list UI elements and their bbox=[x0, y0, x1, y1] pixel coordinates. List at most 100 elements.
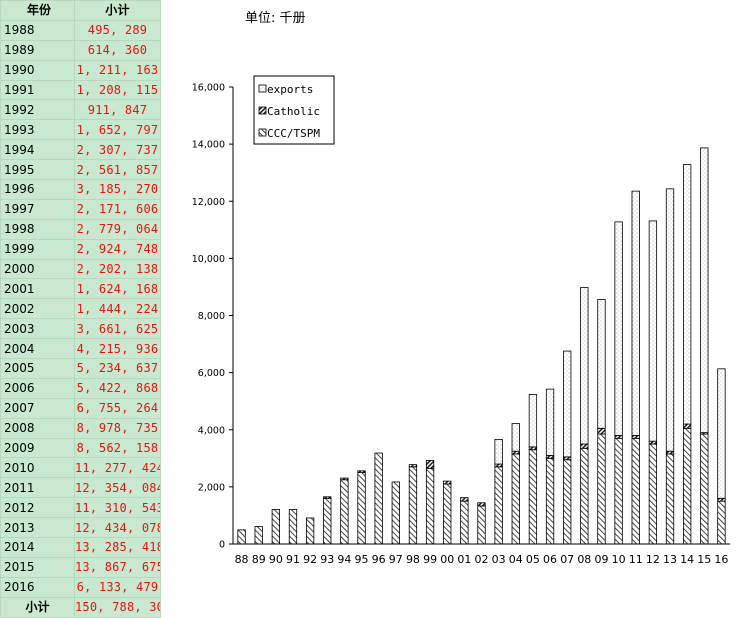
bars bbox=[237, 147, 726, 545]
year-cell: 1996 bbox=[0, 179, 75, 200]
table-row: 2011 12, 354, 084 bbox=[0, 477, 161, 499]
legend-label-catholic: Catholic bbox=[267, 105, 320, 118]
bar-catholic-95 bbox=[357, 470, 366, 473]
value-cell: 8, 562, 158 bbox=[74, 437, 161, 459]
bar-ccc-tspm-90 bbox=[271, 509, 280, 545]
bar-ccc-tspm-13 bbox=[665, 453, 675, 545]
table-row: 2010 11, 277, 424 bbox=[0, 457, 161, 479]
x-tick-label: 97 bbox=[389, 553, 403, 566]
table-row: 1994 2, 307, 737 bbox=[0, 139, 161, 161]
x-tick-label: 99 bbox=[423, 553, 437, 566]
year-cell: 2008 bbox=[0, 417, 75, 439]
table-row: 2009 8, 562, 158 bbox=[0, 437, 161, 459]
bar-catholic-12 bbox=[648, 440, 658, 445]
bar-catholic-13 bbox=[665, 450, 675, 455]
bar-ccc-tspm-15 bbox=[700, 433, 709, 545]
legend-label-exports: exports bbox=[267, 83, 313, 96]
x-tick-label: 05 bbox=[526, 553, 540, 566]
value-cell: 614, 360 bbox=[74, 39, 161, 61]
x-tick-label: 94 bbox=[337, 553, 351, 566]
bar-ccc-tspm-09 bbox=[597, 433, 606, 545]
y-tick-label: 10,000 bbox=[192, 254, 225, 265]
x-tick-label: 11 bbox=[629, 553, 643, 566]
value-cell: 2, 307, 737 bbox=[74, 139, 161, 161]
unit-label: 单位: 千册 bbox=[245, 11, 306, 26]
bar-catholic-93 bbox=[323, 496, 332, 499]
table-row: 2012 11, 310, 543 bbox=[0, 497, 161, 519]
table-row: 1991 1, 208, 115 bbox=[0, 79, 161, 101]
year-cell: 2014 bbox=[0, 537, 75, 558]
value-cell: 3, 661, 625 bbox=[74, 318, 161, 340]
table-row: 1995 2, 561, 857 bbox=[0, 159, 161, 181]
bar-catholic-00 bbox=[443, 480, 452, 485]
x-tick-label: 89 bbox=[252, 553, 266, 566]
value-cell: 2, 202, 138 bbox=[74, 258, 161, 280]
table-row: 2003 3, 661, 625 bbox=[0, 318, 161, 340]
table-row: 1998 2, 779, 064 bbox=[0, 218, 161, 240]
table-row: 2015 13, 867, 675 bbox=[0, 556, 161, 578]
year-cell: 2009 bbox=[0, 437, 75, 459]
value-cell: 11, 310, 543 bbox=[74, 497, 161, 519]
y-tick-label: 16,000 bbox=[192, 83, 225, 94]
table-row: 2014 13, 285, 418 bbox=[0, 537, 161, 558]
x-tick-label: 02 bbox=[475, 553, 489, 566]
value-cell: 495, 289 bbox=[74, 19, 161, 41]
bar-exports-06 bbox=[545, 388, 555, 456]
table-header: 年份 小计 bbox=[0, 0, 161, 21]
value-cell: 1, 624, 168 bbox=[74, 278, 161, 300]
x-tick-label: 13 bbox=[663, 553, 677, 566]
table-row: 1992 911, 847 bbox=[0, 99, 161, 121]
year-cell: 1988 bbox=[0, 19, 75, 41]
bar-catholic-01 bbox=[460, 497, 469, 502]
year-cell: 2005 bbox=[0, 358, 75, 379]
y-tick-label: 4,000 bbox=[198, 425, 225, 436]
value-cell: 1, 652, 797 bbox=[74, 119, 161, 141]
bar-ccc-tspm-99 bbox=[425, 467, 435, 545]
value-cell: 1, 444, 224 bbox=[74, 298, 161, 320]
x-tick-label: 08 bbox=[577, 553, 591, 566]
bar-exports-10 bbox=[614, 221, 623, 436]
bar-catholic-02 bbox=[477, 502, 486, 507]
bar-ccc-tspm-05 bbox=[528, 449, 538, 545]
legend: exports Catholic CCC/TSPM bbox=[253, 75, 335, 145]
x-tick-label: 12 bbox=[646, 553, 660, 566]
x-tick-label: 06 bbox=[543, 553, 557, 566]
bar-exports-12 bbox=[648, 220, 658, 442]
table-row: 1999 2, 924, 748 bbox=[0, 238, 161, 260]
data-table: 年份 小计 1988 495, 289 1989 614, 360 1990 1, 211, … bbox=[0, 0, 161, 618]
x-tick-label: 16 bbox=[714, 553, 728, 566]
x-tick-label: 03 bbox=[492, 553, 506, 566]
bar-catholic-98 bbox=[408, 464, 418, 468]
bar-ccc-tspm-07 bbox=[563, 459, 572, 545]
bar-exports-05 bbox=[528, 394, 538, 448]
value-cell: 8, 978, 735 bbox=[74, 417, 161, 439]
y-axis: 0 2,000 4,000 6,000 8,000 10,000 12,000 14,000 1… bbox=[192, 83, 234, 551]
x-tick-label: 92 bbox=[303, 553, 317, 566]
value-cell: 4, 215, 936 bbox=[74, 338, 161, 360]
y-tick-label: 2,000 bbox=[198, 482, 225, 493]
bar-ccc-tspm-04 bbox=[511, 453, 520, 545]
table-row: 1993 1, 652, 797 bbox=[0, 119, 161, 141]
bar-exports-08 bbox=[580, 287, 589, 445]
x-tick-label: 91 bbox=[286, 553, 300, 566]
year-cell: 2002 bbox=[0, 298, 75, 320]
year-cell: 1998 bbox=[0, 218, 75, 240]
table-row: 2006 5, 422, 868 bbox=[0, 377, 161, 399]
bar-ccc-tspm-94 bbox=[340, 479, 349, 545]
value-cell: 13, 867, 675 bbox=[74, 556, 161, 578]
value-cell: 11, 277, 424 bbox=[74, 457, 161, 479]
table-row: 1996 3, 185, 270 bbox=[0, 179, 161, 200]
legend-swatch-catholic bbox=[258, 106, 267, 115]
table-row: 2008 8, 978, 735 bbox=[0, 417, 161, 439]
x-tick-label: 07 bbox=[560, 553, 574, 566]
x-tick-label: 10 bbox=[612, 553, 626, 566]
value-cell: 2, 924, 748 bbox=[74, 238, 161, 260]
x-tick-label: 00 bbox=[440, 553, 454, 566]
bar-ccc-tspm-93 bbox=[323, 497, 332, 545]
value-cell: 2, 171, 606 bbox=[74, 198, 161, 220]
year-cell: 小计 bbox=[0, 596, 75, 618]
year-cell: 1997 bbox=[0, 198, 75, 220]
bar-catholic-04 bbox=[511, 450, 520, 455]
x-tick-label: 88 bbox=[235, 553, 249, 566]
